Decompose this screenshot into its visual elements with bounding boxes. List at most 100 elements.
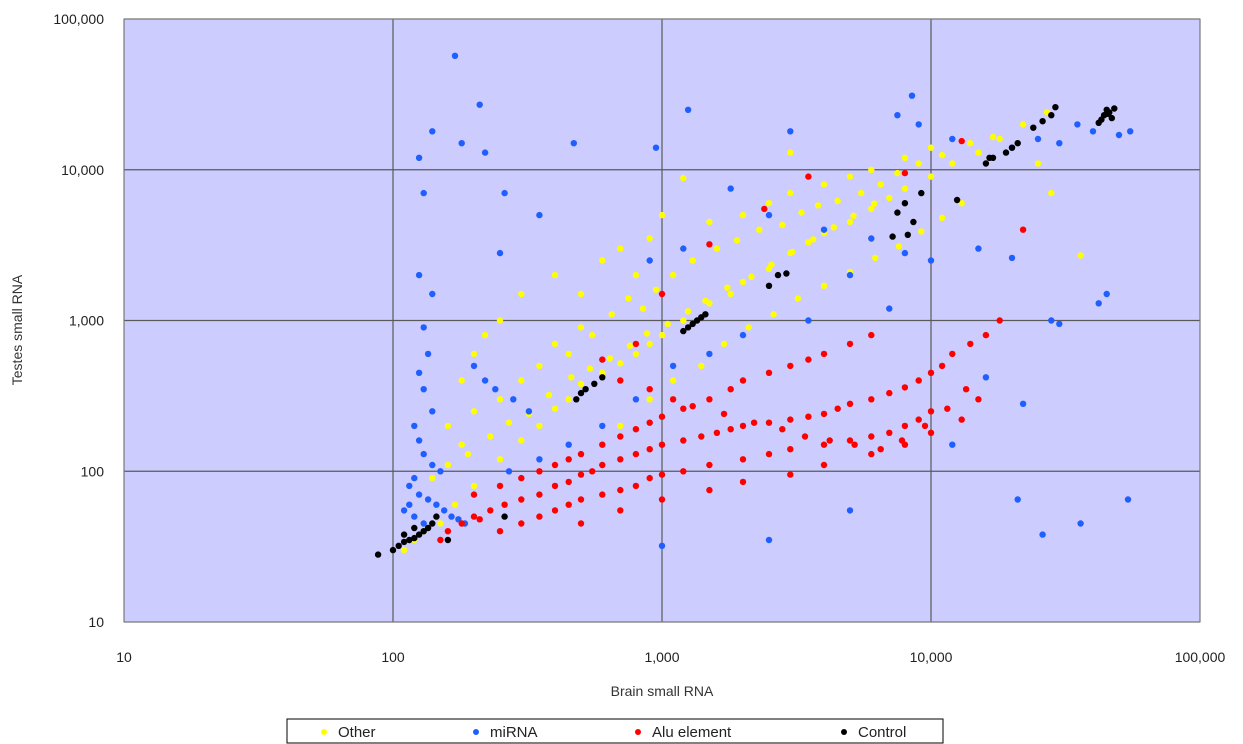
data-point	[599, 369, 606, 376]
data-point	[868, 433, 875, 440]
data-point	[565, 478, 572, 486]
data-point	[820, 410, 828, 418]
data-point	[577, 450, 585, 458]
data-point	[820, 282, 828, 289]
data-point	[982, 374, 990, 381]
data-point	[470, 362, 478, 370]
data-point	[765, 211, 773, 219]
data-point	[374, 551, 382, 558]
data-point	[820, 461, 828, 469]
data-point	[400, 507, 408, 514]
data-point	[720, 340, 728, 348]
data-point	[470, 350, 478, 358]
legend-marker	[841, 729, 847, 735]
legend-marker	[473, 729, 479, 735]
data-point	[739, 377, 747, 384]
data-point	[787, 416, 794, 423]
data-point	[779, 426, 786, 433]
data-point	[658, 542, 666, 549]
data-point	[1074, 121, 1081, 128]
data-point	[953, 196, 961, 204]
data-point	[420, 189, 427, 197]
data-point	[476, 516, 483, 523]
series-control	[374, 104, 1118, 558]
data-point	[1048, 317, 1055, 324]
data-point	[684, 106, 692, 114]
data-point	[420, 450, 427, 458]
data-point	[886, 194, 893, 202]
data-point	[536, 468, 543, 475]
data-point	[424, 524, 432, 532]
data-point	[927, 369, 935, 376]
data-point	[733, 237, 741, 244]
data-point	[617, 245, 624, 252]
data-point	[565, 501, 572, 508]
data-point	[464, 450, 472, 458]
data-point	[713, 429, 721, 436]
data-point	[565, 396, 572, 403]
data-point	[820, 441, 828, 448]
data-point	[415, 369, 423, 376]
data-point	[444, 536, 452, 544]
data-point	[536, 211, 543, 219]
data-point	[444, 461, 452, 469]
legend-box	[286, 718, 944, 744]
data-point	[476, 101, 483, 108]
data-point	[433, 501, 440, 508]
data-point	[415, 491, 423, 498]
data-point	[894, 209, 901, 216]
data-point	[617, 507, 624, 514]
data-point	[411, 422, 418, 430]
data-point	[871, 200, 878, 207]
data-point	[706, 218, 713, 226]
data-point	[599, 257, 606, 264]
data-point	[720, 410, 728, 418]
data-point	[444, 528, 452, 535]
data-point	[570, 140, 577, 147]
data-point	[877, 446, 884, 453]
data-point	[745, 324, 752, 331]
data-point	[420, 386, 427, 393]
data-point	[664, 320, 671, 328]
data-point	[625, 295, 632, 302]
data-point	[680, 437, 687, 444]
data-point	[510, 396, 517, 403]
data-point	[868, 331, 875, 339]
data-point	[684, 324, 692, 331]
data-point	[996, 135, 1003, 143]
data-point	[658, 331, 666, 339]
data-point	[768, 261, 775, 268]
data-point	[658, 496, 666, 503]
data-point	[858, 189, 865, 197]
data-point	[1048, 112, 1055, 119]
data-points	[374, 52, 1134, 558]
data-point	[787, 128, 794, 135]
data-point	[798, 209, 805, 216]
data-point	[727, 185, 734, 192]
data-point	[787, 471, 794, 478]
x-tick-label: 10,000	[910, 649, 953, 665]
data-point	[851, 441, 858, 448]
data-point	[545, 391, 553, 399]
data-point	[915, 416, 922, 423]
data-point	[599, 441, 606, 448]
data-point	[400, 538, 408, 546]
data-point	[967, 140, 974, 147]
data-point	[505, 419, 513, 426]
data-point	[748, 273, 755, 280]
data-point	[706, 241, 713, 248]
data-point	[1019, 121, 1027, 128]
data-point	[577, 290, 585, 298]
y-axis-title: Testes small RNA	[9, 274, 25, 385]
data-point	[1008, 254, 1016, 262]
data-point	[420, 324, 427, 331]
data-point	[518, 520, 525, 527]
data-point	[727, 426, 734, 433]
data-point	[1039, 118, 1046, 125]
data-point	[451, 501, 459, 508]
data-point	[724, 284, 731, 291]
data-point	[1034, 135, 1042, 143]
data-point	[411, 534, 418, 542]
data-point	[989, 133, 997, 141]
data-point	[411, 524, 418, 532]
